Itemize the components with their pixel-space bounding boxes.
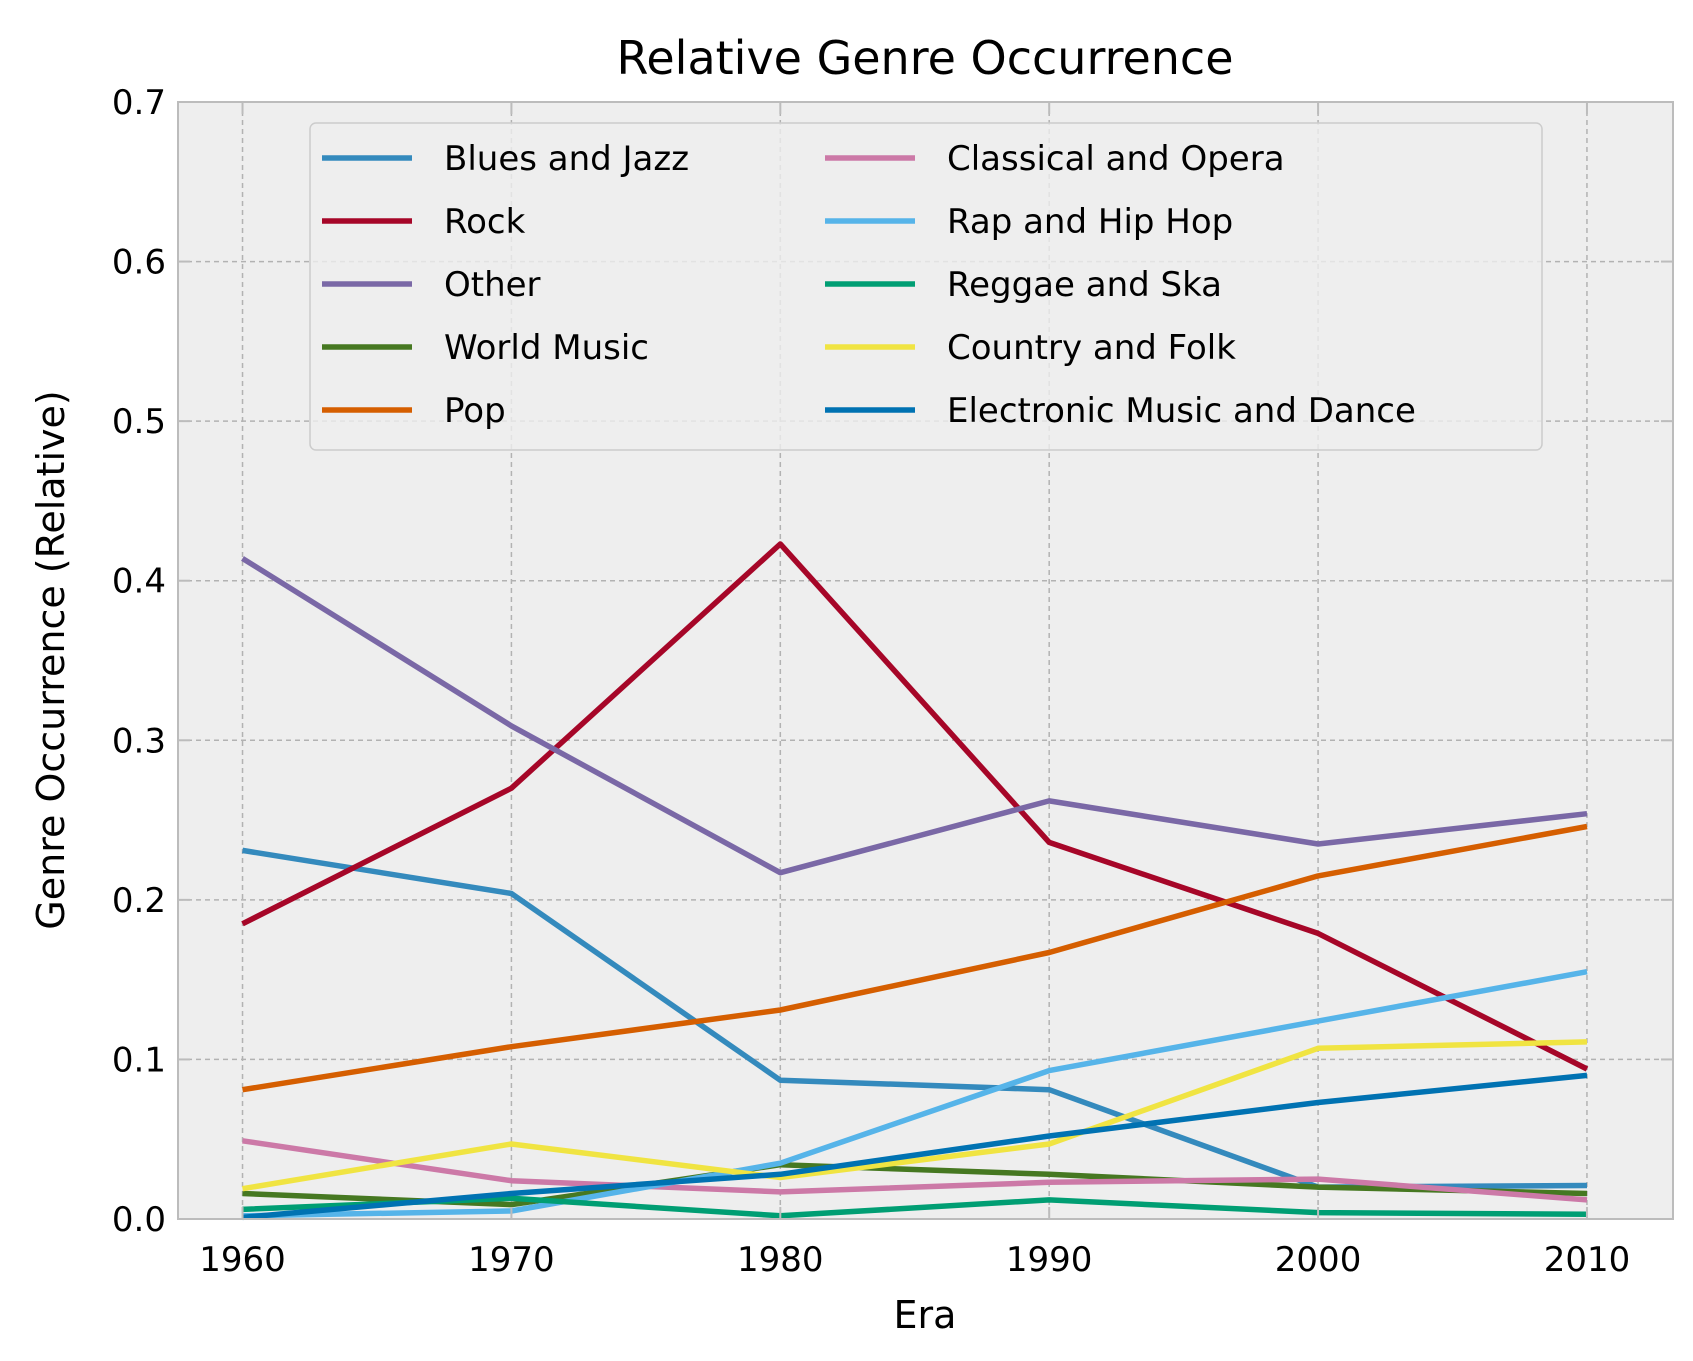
x-tick-label: 2000 [1275,1240,1362,1280]
series-line-rock [241,541,1589,1072]
legend-label-electronic-music-and-dance: Electronic Music and Dance [947,391,1416,431]
x-tick-label: 1990 [1006,1240,1093,1280]
y-axis-label: Genre Occurrence (Relative) [29,390,73,929]
plot-frame [177,101,1674,1220]
x-tick-label: 1960 [199,1240,286,1280]
legend-label-classical-and-opera: Classical and Opera [947,139,1285,179]
legend-label-reggae-and-ska: Reggae and Ska [947,265,1222,305]
legend-label-country-and-folk: Country and Folk [947,328,1236,368]
series-line-pop [242,823,1588,1093]
legend: Blues and Jazz Rock Other World Music Pop Cla… [309,122,1543,451]
legend-box [309,122,1543,451]
y-tick-label: 0.6 [112,243,166,283]
legend-label-other: Other [444,265,541,305]
y-tick-label: 0.1 [112,1040,166,1080]
axis-ticks: 1960 1970 1980 1990 2000 2010 0.0 0.1 0.2 0.3 0.4 0… [112,83,1673,1280]
y-tick-label: 0.0 [112,1200,166,1240]
series-lines [241,541,1589,1221]
x-tick-label: 2010 [1544,1240,1631,1280]
legend-label-blues-and-jazz: Blues and Jazz [444,139,689,179]
chart-title: Relative Genre Occurrence [616,31,1233,85]
x-axis-label: Era [894,1293,957,1337]
legend-label-world-music: World Music [444,328,649,368]
series-line-other [241,556,1588,876]
y-tick-label: 0.7 [112,83,166,123]
series-line-classical-and-opera [242,1138,1588,1203]
x-tick-label: 1980 [737,1240,824,1280]
legend-label-rap-and-hip-hop: Rap and Hip Hop [947,202,1233,242]
legend-label-rock: Rock [444,202,526,242]
series-line-rap-and-hip-hop [242,968,1588,1219]
series-line-electronic-music-and-dance [242,1072,1588,1221]
y-tick-label: 0.5 [112,402,166,442]
y-tick-label: 0.2 [112,881,166,921]
y-tick-label: 0.3 [112,721,166,761]
legend-label-pop: Pop [444,391,506,431]
x-tick-label: 1970 [468,1240,555,1280]
series-line-country-and-folk [242,1039,1588,1192]
y-tick-label: 0.4 [112,562,166,602]
